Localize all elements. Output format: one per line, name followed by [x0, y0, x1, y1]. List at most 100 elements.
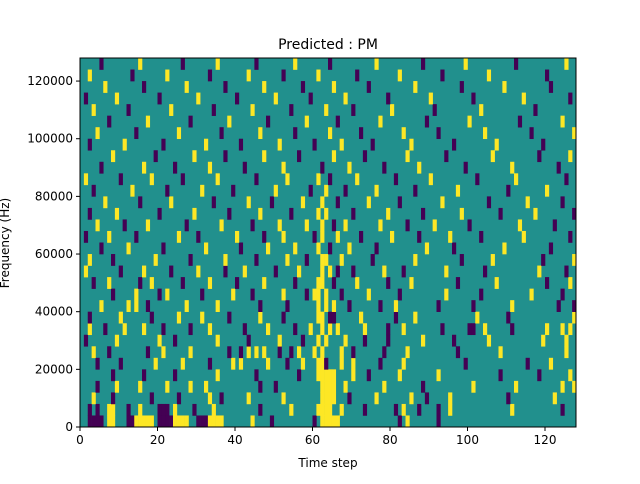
- heatmap-cell: [196, 415, 201, 428]
- heatmap-cell: [320, 254, 325, 266]
- heatmap-cell: [568, 92, 573, 105]
- heatmap-cell: [254, 254, 259, 266]
- heatmap-cell: [386, 334, 391, 347]
- heatmap-cell: [285, 173, 290, 186]
- heatmap-cell: [231, 288, 236, 301]
- heatmap-cell: [173, 334, 178, 347]
- heatmap-cell: [502, 242, 507, 255]
- heatmap-cell: [483, 265, 488, 278]
- heatmap-cell: [564, 334, 569, 347]
- heatmap-cell: [560, 403, 565, 416]
- heatmap-cell: [335, 415, 340, 428]
- heatmap-cell: [316, 277, 321, 289]
- heatmap-cell: [486, 196, 492, 209]
- heatmap-cell: [211, 196, 216, 209]
- heatmap-cell: [316, 357, 321, 370]
- heatmap-cell: [258, 403, 263, 416]
- heatmap-cell: [219, 127, 224, 140]
- heatmap-cell: [281, 311, 286, 324]
- heatmap-cell: [99, 161, 104, 174]
- heatmap-cell: [223, 265, 228, 278]
- heatmap-cell: [227, 346, 232, 359]
- heatmap-cell: [99, 58, 104, 70]
- heatmap-cell: [273, 184, 278, 197]
- x-tick-label: 60: [305, 433, 320, 447]
- heatmap-cell: [161, 346, 166, 359]
- heatmap-cell: [207, 415, 213, 428]
- heatmap-cell: [486, 334, 492, 347]
- heatmap-cell: [145, 219, 151, 232]
- heatmap-cell: [87, 207, 92, 220]
- heatmap-cell: [413, 184, 418, 197]
- heatmap-cell: [188, 115, 193, 128]
- heatmap-cell: [568, 369, 573, 382]
- heatmap-cell: [281, 392, 286, 405]
- heatmap-cell: [207, 323, 213, 336]
- heatmap-cell: [316, 300, 321, 312]
- heatmap-cell: [103, 323, 108, 336]
- heatmap-cell: [114, 380, 120, 393]
- heatmap-cell: [111, 403, 116, 416]
- heatmap-cell: [258, 207, 263, 220]
- heatmap-cell: [316, 288, 321, 301]
- heatmap-cell: [424, 115, 430, 128]
- heatmap-cell: [238, 138, 244, 151]
- heatmap-cell: [204, 380, 209, 393]
- heatmap-cell: [297, 346, 302, 359]
- y-tick-label: 40000: [35, 305, 73, 319]
- heatmap-cell: [386, 323, 391, 336]
- heatmap-cell: [351, 357, 356, 370]
- heatmap-cell: [331, 150, 337, 163]
- heatmap-cell: [169, 265, 174, 278]
- heatmap-cell: [192, 403, 197, 416]
- heatmap-cell: [138, 403, 143, 416]
- heatmap-cell: [118, 311, 123, 324]
- heatmap-cell: [281, 230, 286, 243]
- heatmap-cell: [320, 357, 325, 370]
- heatmap-cell: [304, 219, 309, 232]
- heatmap-cell: [91, 104, 96, 116]
- heatmap-cell: [545, 277, 550, 289]
- heatmap-cell: [122, 323, 127, 336]
- heatmap-cell: [351, 265, 356, 278]
- heatmap-cell: [498, 207, 503, 220]
- heatmap-cell: [111, 288, 116, 301]
- heatmap-cell: [320, 196, 325, 209]
- heatmap-cell: [397, 288, 402, 301]
- heatmap-cell: [312, 230, 317, 243]
- heatmap-cell: [173, 415, 178, 428]
- heatmap-cell: [467, 323, 472, 336]
- heatmap-cell: [192, 207, 197, 220]
- heatmap-cell: [324, 369, 329, 382]
- heatmap-cell: [250, 415, 255, 428]
- heatmap-cell: [273, 92, 278, 105]
- heatmap-cell: [308, 92, 313, 105]
- heatmap-cell: [254, 369, 259, 382]
- heatmap-cell: [328, 242, 333, 255]
- heatmap-cell: [250, 104, 255, 116]
- heatmap-cell: [428, 173, 433, 186]
- heatmap-cell: [277, 219, 282, 232]
- heatmap-cell: [339, 357, 344, 370]
- heatmap-cell: [211, 415, 216, 428]
- heatmap-cell: [238, 346, 244, 359]
- heatmap-cell: [165, 403, 170, 416]
- heatmap-cell: [142, 81, 147, 93]
- heatmap-cell: [479, 230, 484, 243]
- heatmap-cell: [335, 230, 340, 243]
- heatmap-cell: [393, 300, 399, 312]
- heatmap-cell: [161, 138, 166, 151]
- heatmap-cell: [207, 161, 213, 174]
- heatmap-cell: [328, 323, 333, 336]
- heatmap-cell: [227, 207, 232, 220]
- heatmap-cell: [192, 150, 197, 163]
- heatmap-cell: [266, 115, 271, 128]
- y-tick-label: 80000: [35, 189, 73, 203]
- heatmap-cell: [316, 403, 321, 416]
- heatmap-cell: [145, 346, 151, 359]
- heatmap-cell: [413, 81, 418, 93]
- heatmap-cell: [157, 415, 162, 428]
- heatmap-cell: [324, 392, 329, 405]
- heatmap-cell: [568, 277, 573, 289]
- heatmap-cell: [343, 92, 348, 105]
